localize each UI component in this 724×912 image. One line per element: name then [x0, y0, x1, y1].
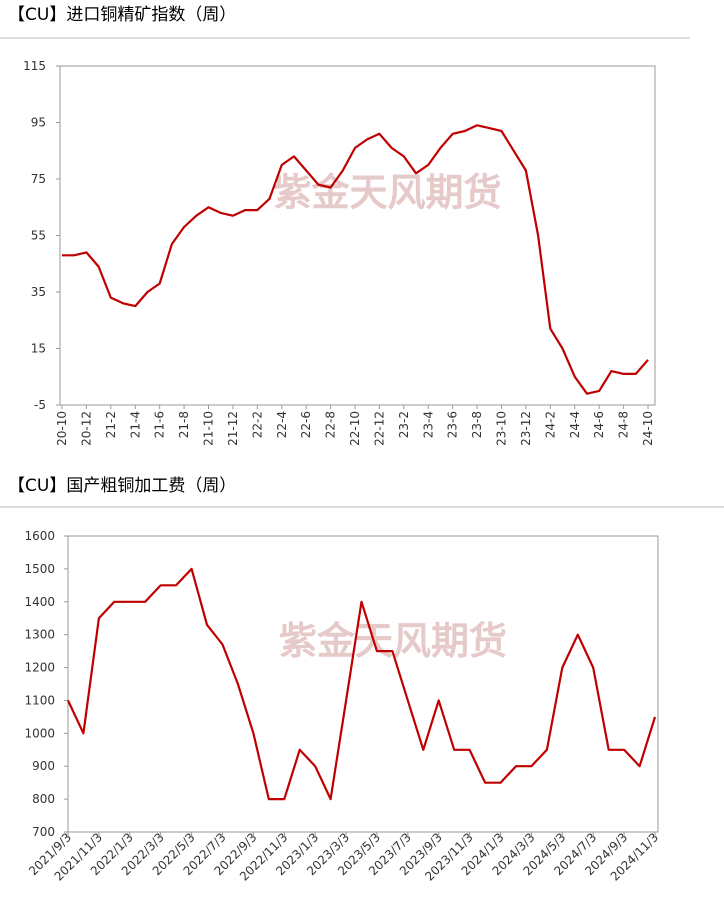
x-tick-label: 22-8 [324, 411, 338, 438]
x-tick-label: 24-8 [617, 411, 631, 438]
y-tick-label: 95 [31, 116, 46, 130]
y-tick-label: 1400 [24, 595, 55, 609]
x-tick-label: 21-10 [202, 411, 216, 446]
x-tick-label: 20-10 [55, 411, 69, 446]
y-tick-label: 1100 [24, 693, 55, 707]
y-tick-label: 115 [23, 59, 46, 73]
y-tick-label: 1600 [24, 529, 55, 543]
y-tick-label: 700 [32, 825, 55, 839]
line-series [67, 567, 657, 801]
watermark: 紫金天风期货 [273, 171, 501, 215]
chart-title: 【CU】国产粗铜加工费（周） [8, 476, 236, 496]
x-tick-label: 23-4 [421, 411, 435, 438]
chart-title: 【CU】进口铜精矿指数（周） [8, 5, 236, 25]
y-tick-label: 15 [31, 342, 46, 356]
plot-frame [67, 535, 659, 833]
x-tick-label: 22-6 [299, 411, 313, 438]
x-tick-label: 21-12 [226, 411, 240, 446]
x-tick-label: 23-12 [519, 411, 533, 446]
y-tick-label: 1000 [24, 726, 55, 740]
x-tick-label: 24-10 [641, 411, 655, 446]
line-series [62, 124, 649, 395]
x-tick-label: 22-12 [372, 411, 386, 446]
x-tick-label: 24-4 [568, 411, 582, 438]
x-tick-label: 21-4 [128, 411, 142, 438]
y-tick-label: 75 [31, 172, 46, 186]
y-tick-label: 1500 [24, 562, 55, 576]
x-tick-label: 22-10 [348, 411, 362, 446]
x-tick-label: 24-2 [543, 411, 557, 438]
y-tick-label: 35 [31, 285, 46, 299]
x-tick-label: 20-12 [79, 411, 93, 446]
x-tick-label: 23-8 [470, 411, 484, 438]
x-tick-label: 22-4 [275, 411, 289, 438]
x-tick-label: 23-2 [397, 411, 411, 438]
y-tick-label: 55 [31, 229, 46, 243]
x-tick-label: 22-2 [250, 411, 264, 438]
y-tick-label: 1200 [24, 661, 55, 675]
x-tick-label: 24-6 [592, 411, 606, 438]
y-tick-label: 800 [32, 792, 55, 806]
y-tick-label: -5 [34, 398, 46, 412]
x-tick-label: 21-2 [104, 411, 118, 438]
x-tick-label: 21-8 [177, 411, 191, 438]
x-tick-label: 23-10 [495, 411, 509, 446]
y-tick-label: 900 [32, 759, 55, 773]
x-tick-label: 21-6 [153, 411, 167, 438]
x-tick-label: 23-6 [446, 411, 460, 438]
y-tick-label: 1300 [24, 628, 55, 642]
